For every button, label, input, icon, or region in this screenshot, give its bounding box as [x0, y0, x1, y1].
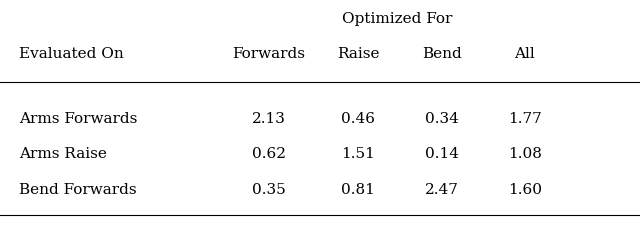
Text: 0.46: 0.46: [341, 112, 376, 126]
Text: 1.51: 1.51: [342, 147, 375, 161]
Text: Optimized For: Optimized For: [342, 12, 452, 26]
Text: 0.34: 0.34: [425, 112, 458, 126]
Text: 0.81: 0.81: [342, 183, 375, 197]
Text: 0.62: 0.62: [252, 147, 286, 161]
Text: 2.13: 2.13: [252, 112, 285, 126]
Text: 0.35: 0.35: [252, 183, 285, 197]
Text: Bend: Bend: [422, 47, 461, 61]
Text: 0.14: 0.14: [424, 147, 459, 161]
Text: Arms Forwards: Arms Forwards: [19, 112, 138, 126]
Text: 1.08: 1.08: [508, 147, 541, 161]
Text: 2.47: 2.47: [425, 183, 458, 197]
Text: Raise: Raise: [337, 47, 380, 61]
Text: 1.77: 1.77: [508, 112, 541, 126]
Text: Forwards: Forwards: [232, 47, 305, 61]
Text: Bend Forwards: Bend Forwards: [19, 183, 137, 197]
Text: Arms Raise: Arms Raise: [19, 147, 107, 161]
Text: All: All: [515, 47, 535, 61]
Text: Evaluated On: Evaluated On: [19, 47, 124, 61]
Text: 1.60: 1.60: [508, 183, 542, 197]
